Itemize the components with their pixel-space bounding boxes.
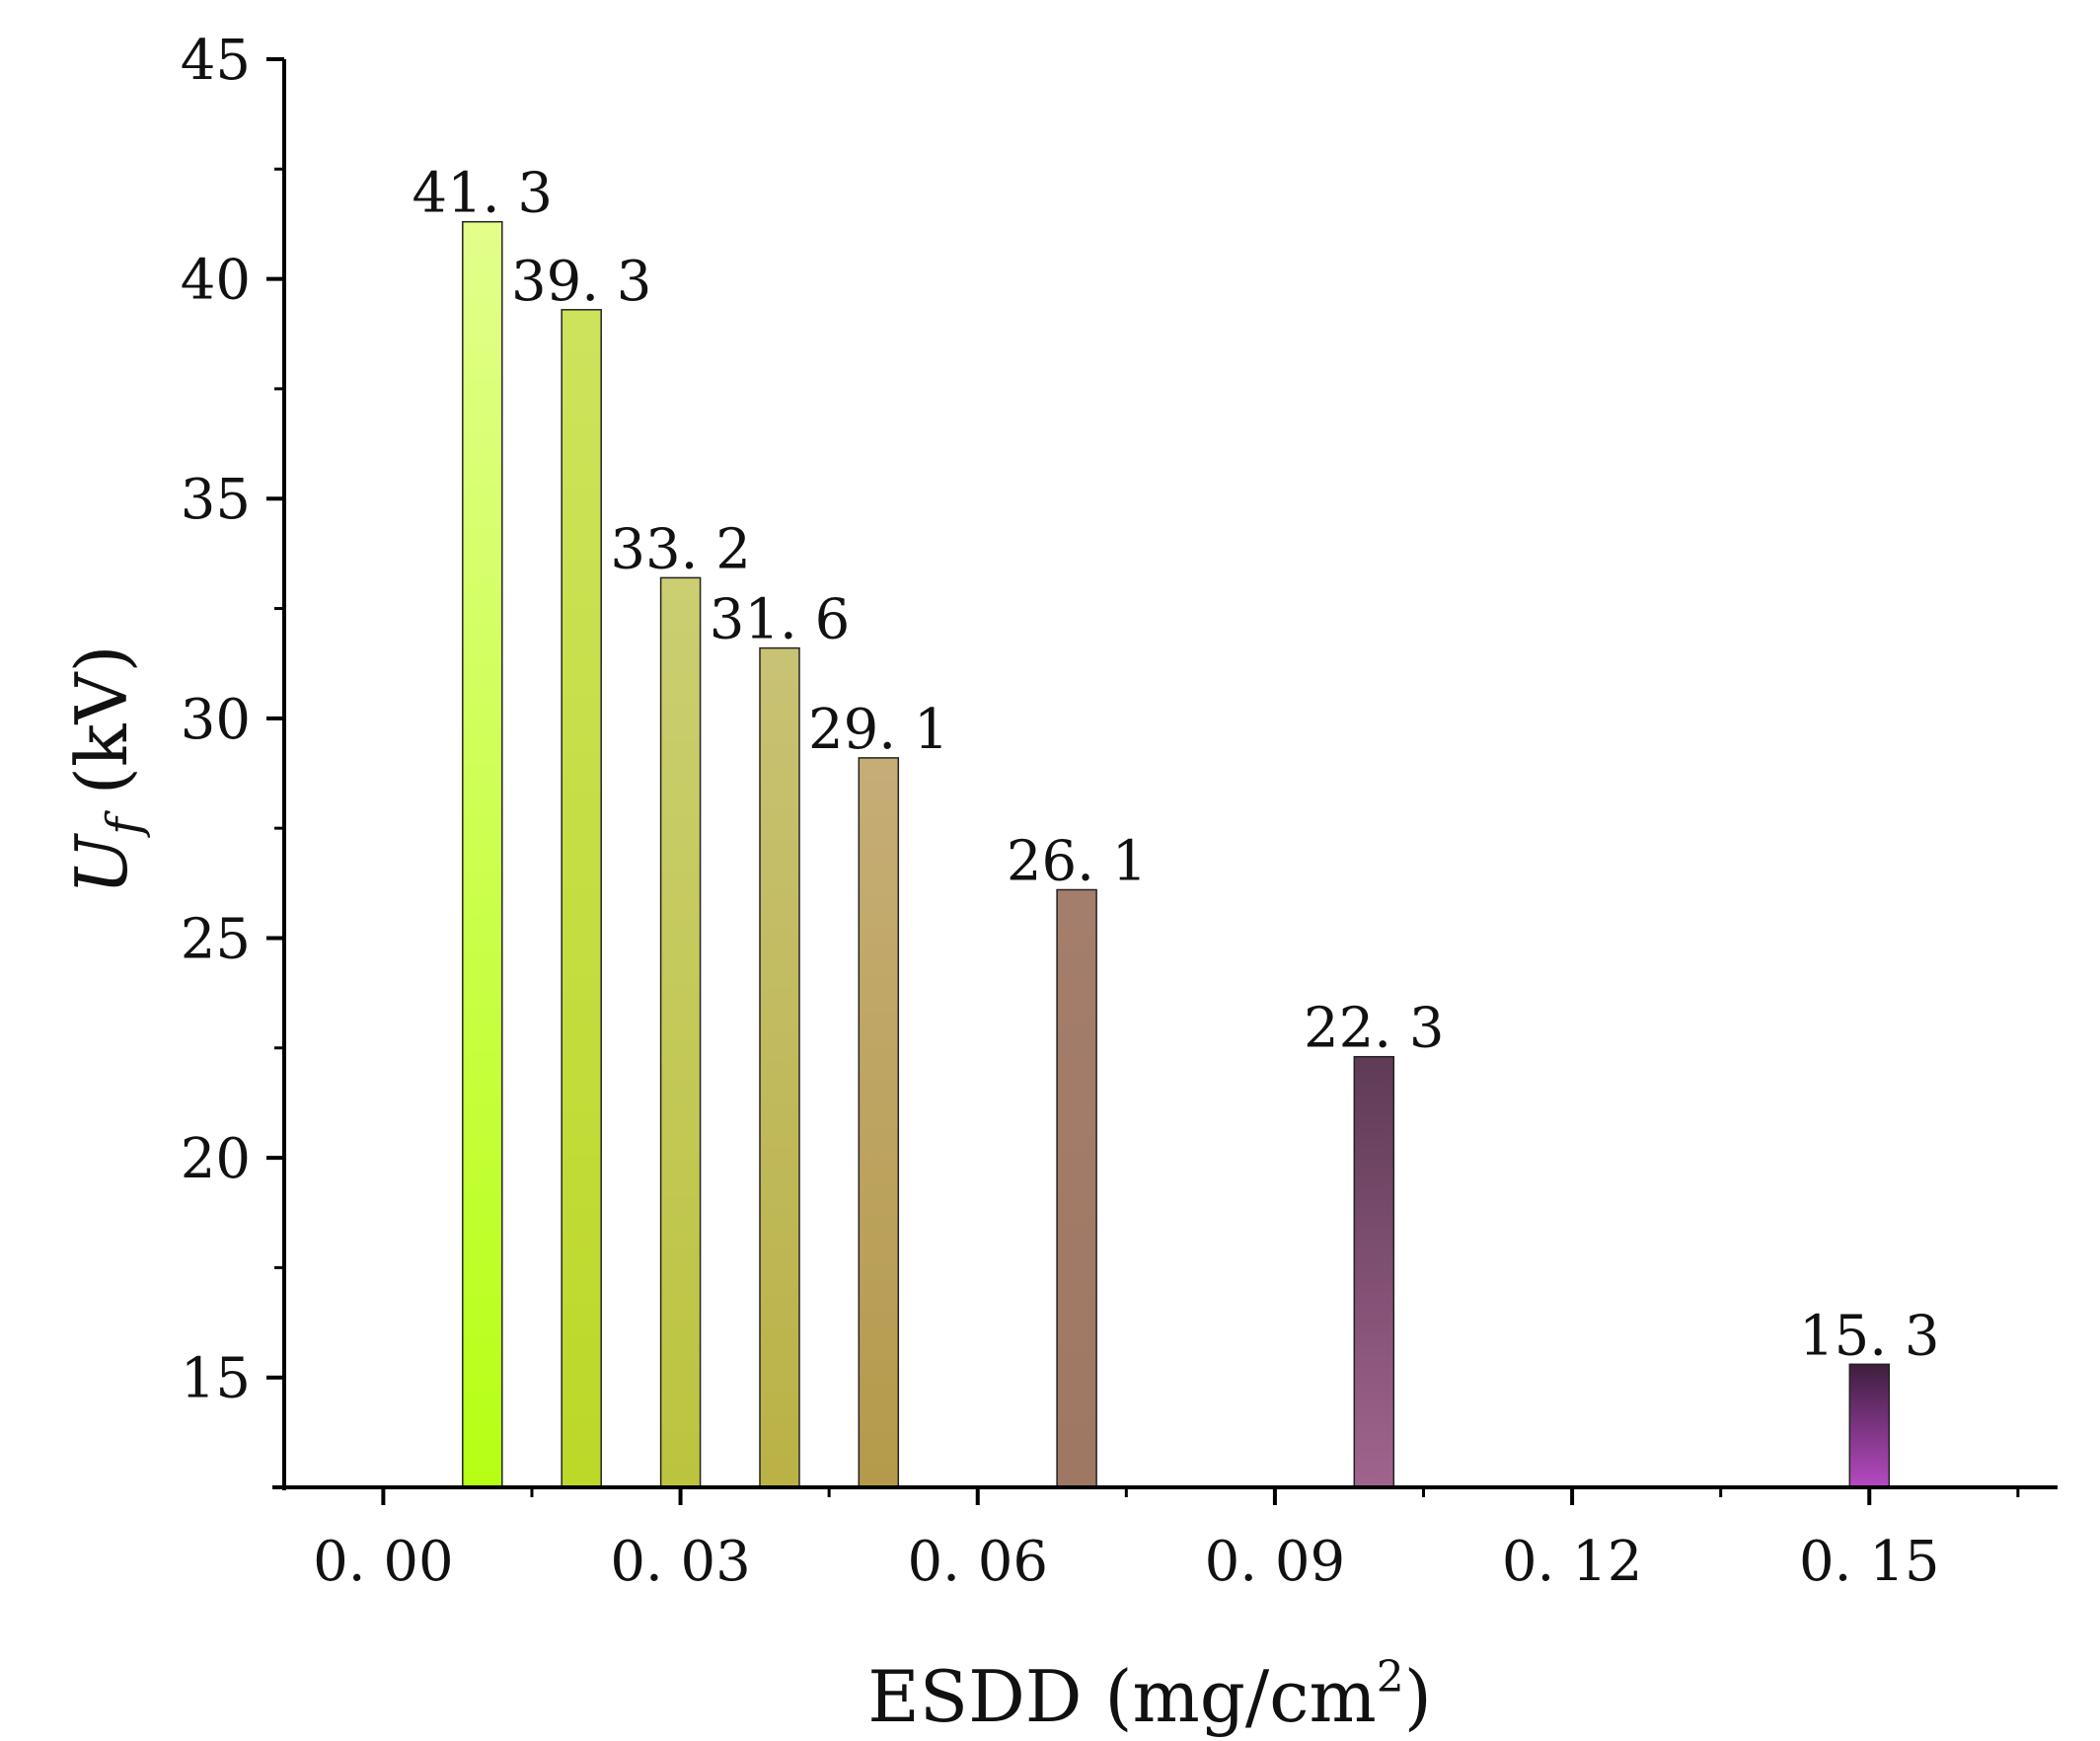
bars-layer — [462, 220, 1891, 1488]
y-tick-label: 30 — [181, 688, 251, 752]
x-tick-label: 0. 12 — [1502, 1530, 1643, 1594]
bar-2 — [659, 576, 702, 1488]
y-tick-label: 35 — [181, 468, 251, 532]
y-axis-title-main: U — [60, 833, 143, 895]
y-tick-label: 40 — [181, 249, 251, 313]
data-label-0: 41. 3 — [412, 162, 554, 226]
y-tick-label: 25 — [181, 907, 251, 971]
data-label-4: 29. 1 — [808, 698, 949, 762]
x-tick-label: 0. 06 — [907, 1530, 1048, 1594]
y-tick-label: 15 — [181, 1347, 251, 1411]
x-tick-label: 0. 03 — [610, 1530, 751, 1594]
x-tick-label: 0. 15 — [1799, 1530, 1940, 1594]
data-label-3: 31. 6 — [710, 588, 851, 652]
bar-4 — [858, 757, 900, 1488]
bar-6 — [1353, 1055, 1395, 1488]
x-axis-title: ESDD (mg/cm2) — [867, 1652, 1432, 1738]
x-axis-title-main: ESDD (mg/cm — [867, 1655, 1377, 1738]
x-tick-label: 0. 09 — [1205, 1530, 1346, 1594]
data-labels-layer: 41. 3 39. 3 33. 2 31. 6 29. 1 26. 1 22. 3 15. 3 — [412, 162, 1940, 1369]
x-tick-label: 0. 00 — [313, 1530, 454, 1594]
y-axis-title-unit: (kV) — [60, 644, 143, 817]
data-label-1: 39. 3 — [511, 250, 652, 314]
data-label-2: 33. 2 — [610, 517, 751, 581]
y-axis-title: Uf (kV) — [60, 644, 152, 894]
bar-5 — [1056, 888, 1097, 1488]
axes-layer: 15 20 25 30 35 40 45 0. 00 0. 03 0. 06 0. 09 0. 12 0… — [181, 29, 2058, 1594]
x-axis-title-close: ) — [1404, 1655, 1432, 1738]
x-axis-title-superscript: 2 — [1377, 1652, 1404, 1703]
data-label-6: 22. 3 — [1304, 997, 1445, 1061]
y-tick-label: 20 — [181, 1127, 251, 1191]
data-label-5: 26. 1 — [1007, 830, 1148, 894]
y-tick-label: 45 — [181, 29, 251, 93]
bar-3 — [759, 646, 800, 1488]
data-label-7: 15. 3 — [1799, 1304, 1940, 1368]
bar-7 — [1848, 1363, 1891, 1488]
bar-1 — [561, 309, 602, 1488]
bar-0 — [462, 220, 503, 1488]
